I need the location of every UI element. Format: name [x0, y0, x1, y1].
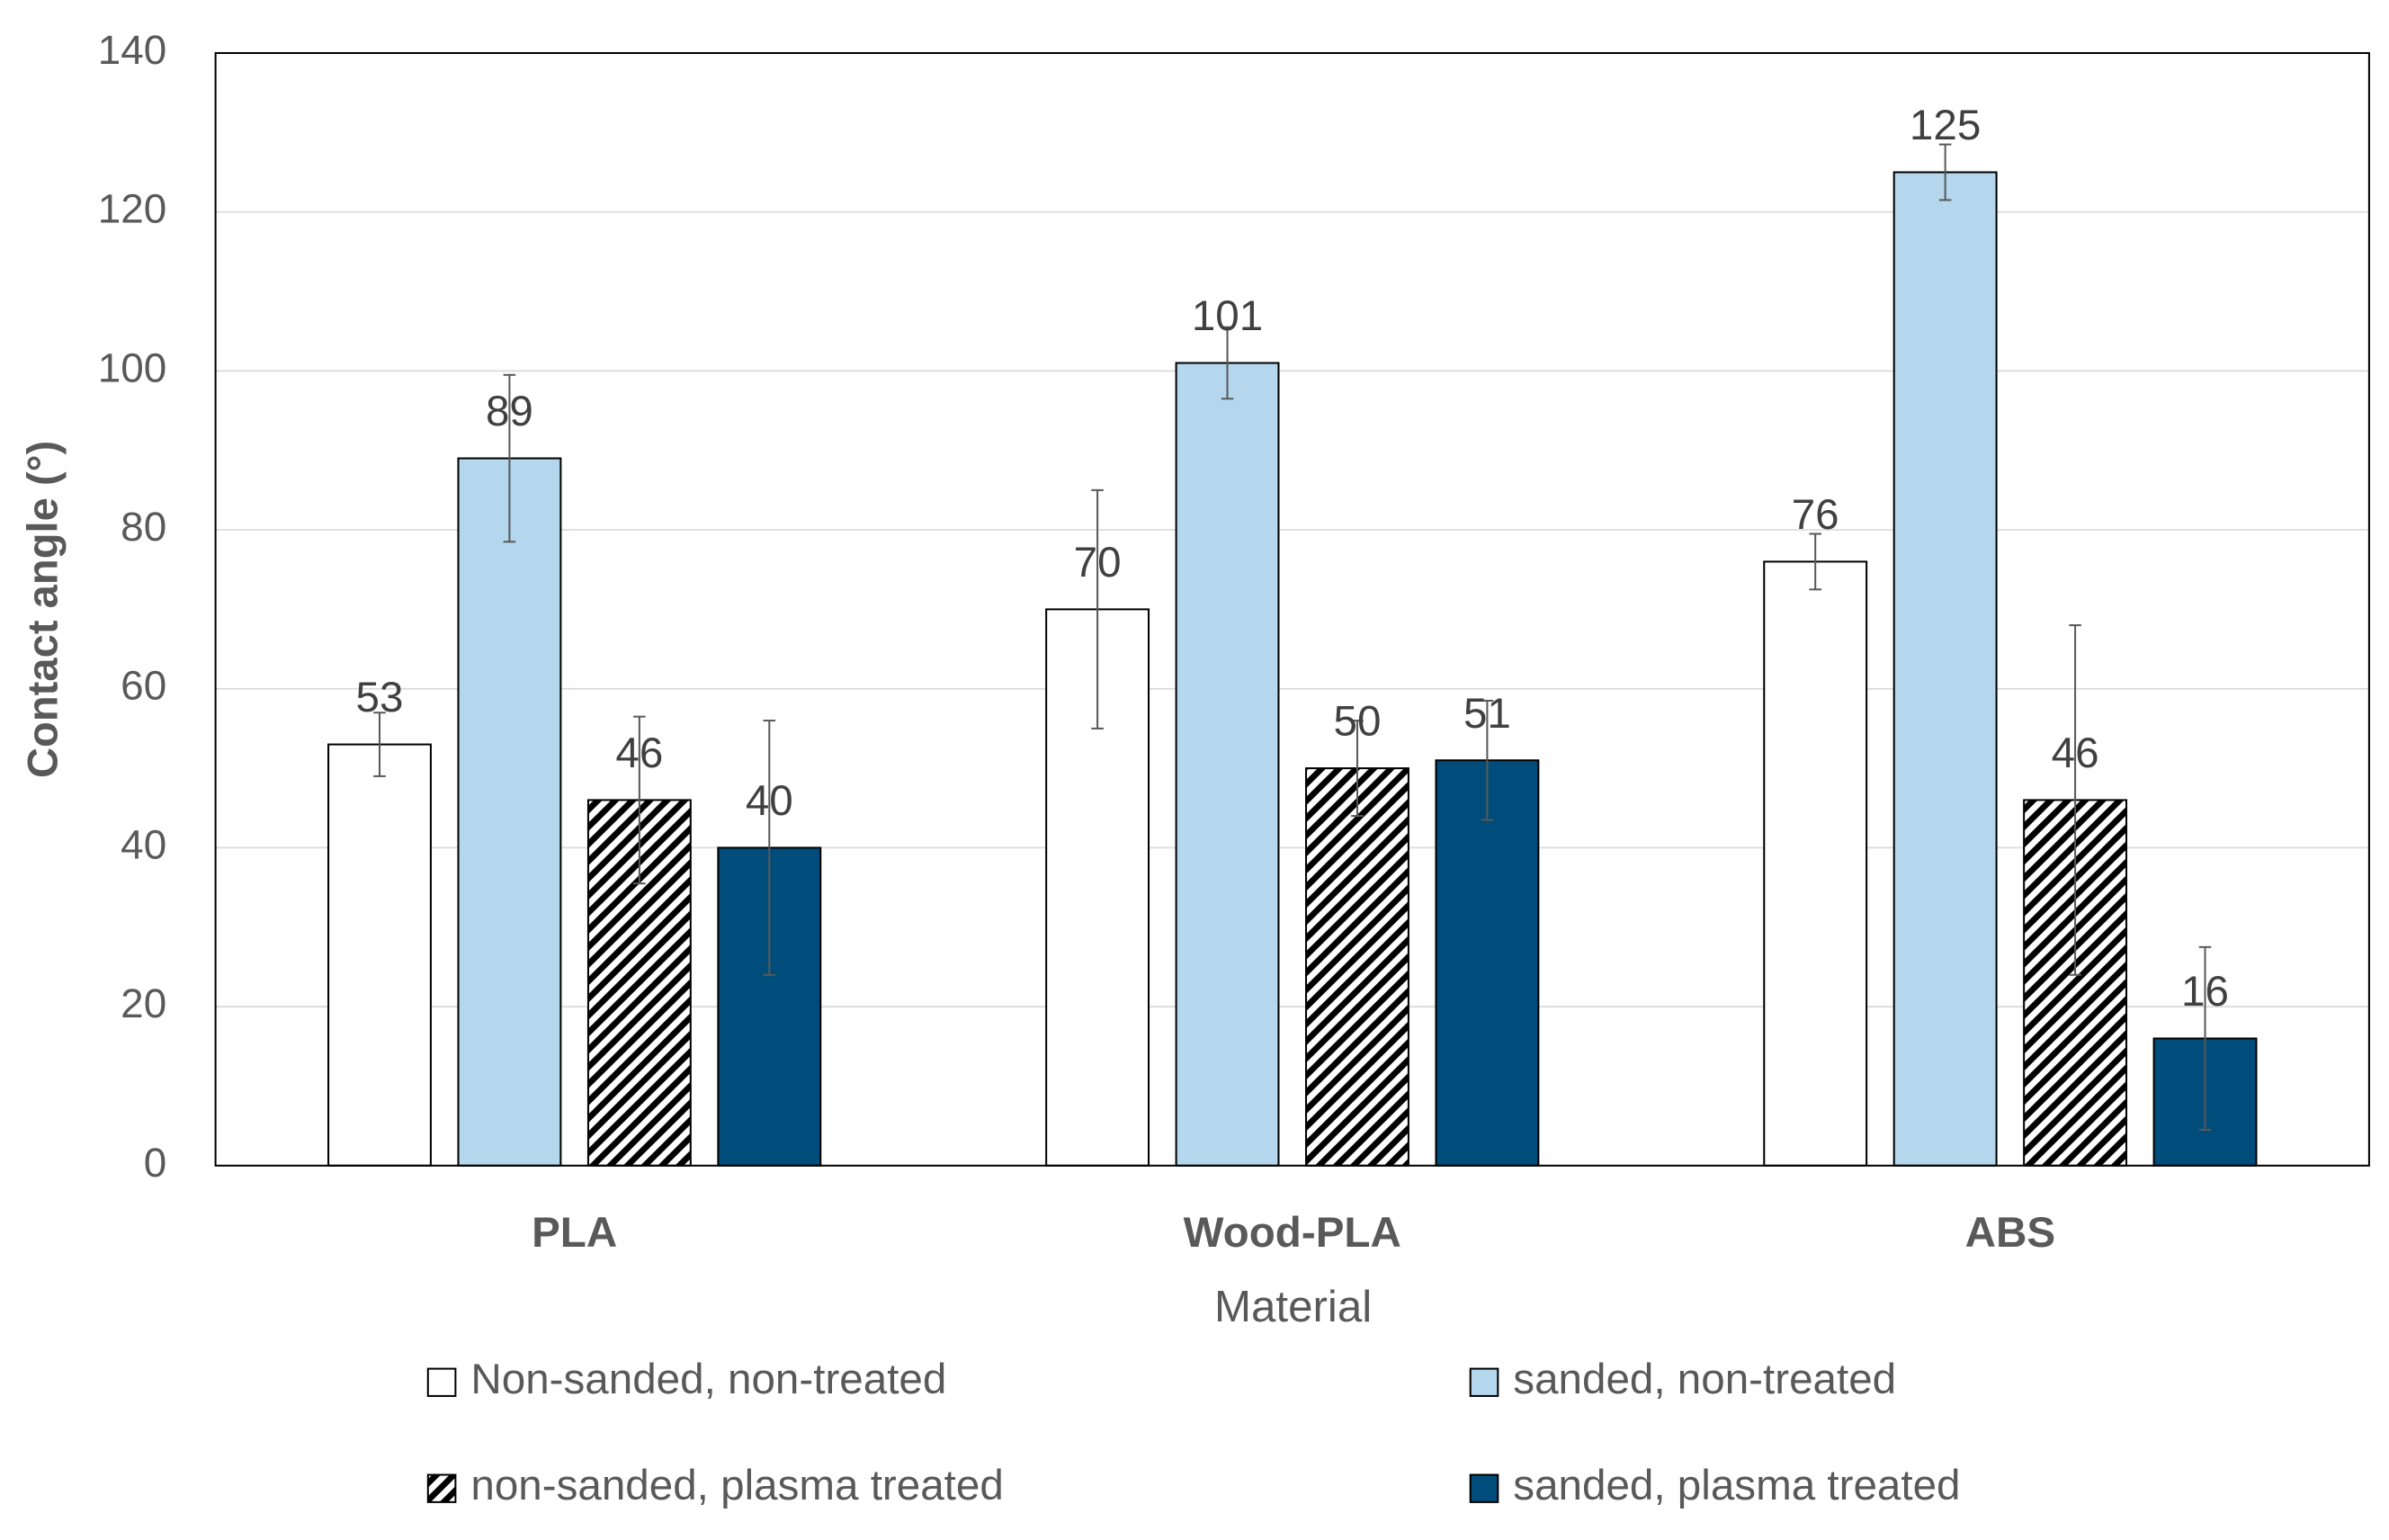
error-bar	[633, 715, 646, 885]
error-bar	[1351, 720, 1364, 818]
y-tick-label: 0	[144, 1140, 167, 1186]
error-bar	[373, 712, 386, 777]
bar	[1763, 560, 1868, 1167]
x-tick-label: ABS	[1965, 1209, 2055, 1257]
error-bar	[1938, 143, 1952, 201]
y-tick-label: 140	[98, 27, 167, 73]
error-bar	[1091, 488, 1104, 730]
data-label: 50	[1334, 698, 1382, 746]
bar	[1305, 767, 1409, 1167]
y-tick-label: 100	[98, 345, 167, 391]
data-label: 101	[1192, 292, 1263, 340]
legend-swatch	[426, 1473, 457, 1503]
bar	[1175, 362, 1280, 1167]
data-label: 46	[615, 730, 663, 777]
legend-label: Non-sanded, non-treated	[470, 1356, 946, 1403]
data-label: 70	[1074, 539, 1122, 586]
y-tick-label: 20	[121, 980, 166, 1026]
data-label: 89	[486, 388, 533, 435]
bar	[1435, 759, 1540, 1167]
legend-swatch	[426, 1367, 457, 1397]
bar	[327, 743, 432, 1167]
legend-label: sanded, plasma treated	[1513, 1462, 1960, 1509]
legend-label: non-sanded, plasma treated	[470, 1462, 1003, 1509]
error-bar	[503, 373, 516, 543]
x-axis-label: Material	[1214, 1283, 1372, 1331]
x-tick-label: PLA	[532, 1209, 617, 1257]
y-tick-label: 120	[98, 186, 167, 232]
data-label: 51	[1463, 690, 1511, 738]
data-label: 16	[2181, 968, 2229, 1016]
legend-swatch	[1469, 1367, 1499, 1397]
legend-label: sanded, non-treated	[1513, 1356, 1896, 1403]
y-tick-label: 40	[121, 822, 166, 868]
plot-frame	[214, 51, 2370, 1167]
y-axis-label: Contact angle (°)	[19, 441, 67, 778]
data-label: 125	[1910, 102, 1981, 149]
error-bar	[1481, 699, 1494, 821]
bar	[457, 457, 562, 1167]
error-bar	[763, 720, 776, 976]
data-label: 53	[356, 674, 404, 721]
error-bar	[2198, 945, 2212, 1132]
error-bar	[2069, 624, 2081, 976]
x-tick-label: Wood-PLA	[1184, 1209, 1401, 1257]
data-label: 46	[2052, 730, 2099, 777]
data-label: 40	[746, 777, 793, 825]
error-bar	[1809, 533, 1821, 591]
bar	[1892, 171, 1998, 1167]
y-tick-label: 60	[121, 663, 166, 709]
error-bar	[1221, 326, 1234, 400]
data-label: 76	[1792, 491, 1839, 539]
legend-swatch	[1469, 1473, 1499, 1503]
y-tick-label: 80	[121, 504, 166, 550]
